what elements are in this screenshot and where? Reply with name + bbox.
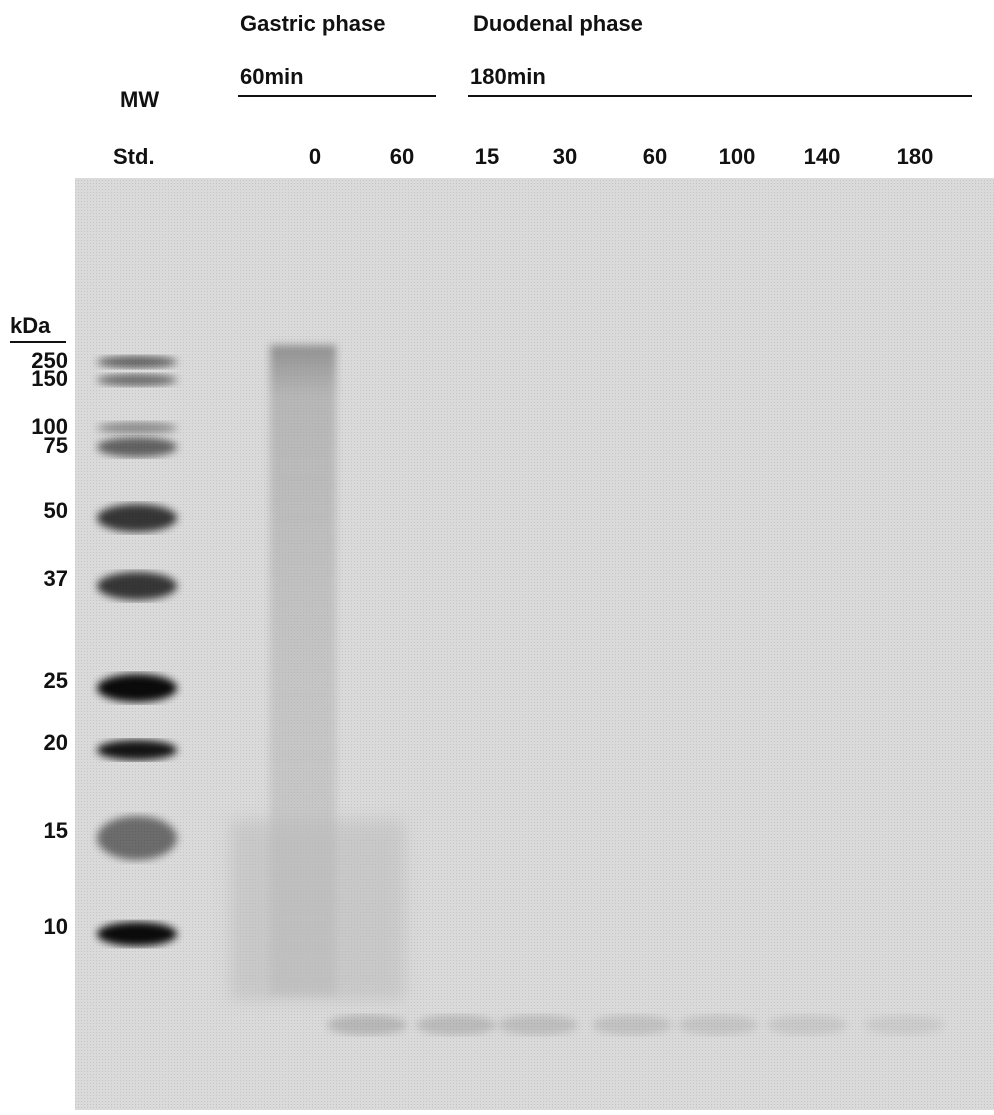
marker-label: 50 bbox=[44, 498, 68, 523]
ladder-band bbox=[97, 816, 177, 860]
low-band bbox=[864, 1015, 944, 1035]
ladder bbox=[97, 356, 177, 946]
marker-unit: kDa bbox=[10, 313, 51, 338]
lane-label: 100 bbox=[719, 144, 756, 169]
lane-label: 30 bbox=[553, 144, 577, 169]
lane-label: 60 bbox=[390, 144, 414, 169]
ladder-band bbox=[97, 922, 177, 946]
lane-smear bbox=[230, 820, 405, 1000]
standard-label: Std. bbox=[113, 144, 155, 169]
ladder-band bbox=[97, 374, 177, 386]
ladder-band bbox=[97, 422, 177, 434]
ladder-band bbox=[97, 740, 177, 760]
ladder-band bbox=[97, 356, 177, 368]
ladder-band bbox=[97, 572, 177, 600]
lane-label: 60 bbox=[643, 144, 667, 169]
standard-label: MW bbox=[120, 87, 159, 112]
phase-title: Gastric phase bbox=[240, 11, 386, 36]
low-band bbox=[678, 1015, 758, 1035]
marker-label: 25 bbox=[44, 668, 68, 693]
low-band bbox=[416, 1015, 496, 1035]
low-bands bbox=[327, 1015, 944, 1035]
low-band bbox=[327, 1015, 407, 1035]
phase-time: 60min bbox=[240, 64, 304, 89]
phase-time: 180min bbox=[470, 64, 546, 89]
marker-label: 20 bbox=[44, 730, 68, 755]
lane-label: 140 bbox=[804, 144, 841, 169]
marker-label: 150 bbox=[31, 366, 68, 391]
lane-label: 180 bbox=[897, 144, 934, 169]
ladder-band bbox=[97, 674, 177, 702]
lane-label: 15 bbox=[475, 144, 499, 169]
low-band bbox=[592, 1015, 672, 1035]
lane-label: 0 bbox=[309, 144, 321, 169]
marker-label: 37 bbox=[44, 566, 68, 591]
marker-label: 10 bbox=[44, 914, 68, 939]
marker-label: 250 bbox=[31, 348, 68, 373]
low-band bbox=[767, 1015, 847, 1035]
marker-label: 75 bbox=[44, 433, 68, 458]
ladder-band bbox=[97, 437, 177, 457]
ladder-band bbox=[97, 504, 177, 532]
marker-label: 15 bbox=[44, 818, 68, 843]
phase-title: Duodenal phase bbox=[473, 11, 643, 36]
gel bbox=[75, 178, 994, 1110]
low-band bbox=[498, 1015, 578, 1035]
marker-label: 100 bbox=[31, 414, 68, 439]
